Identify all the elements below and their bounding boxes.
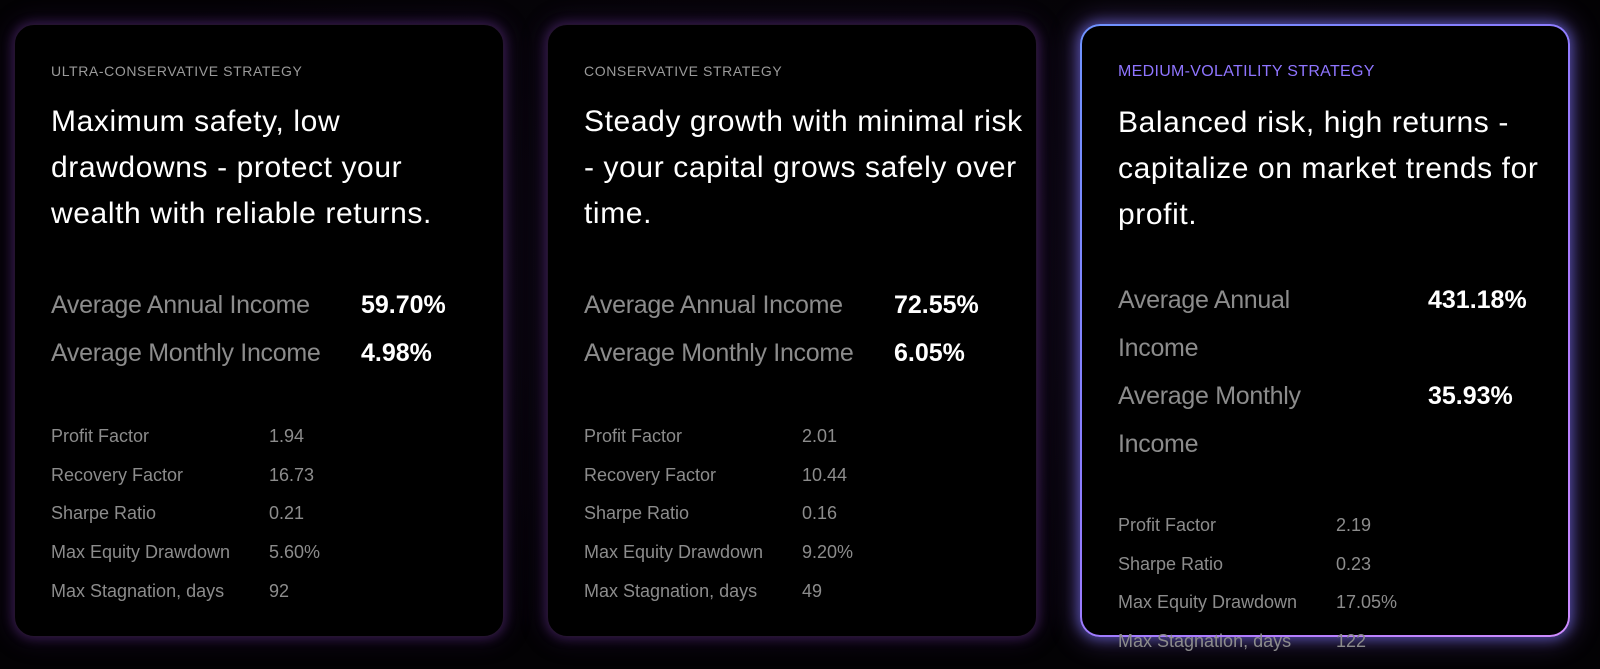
- metric-value: 92: [269, 580, 290, 601]
- income-summary: Average Annual Income 59.70% Average Mon…: [51, 281, 471, 377]
- metric-label: Max Equity Drawdown: [51, 541, 231, 562]
- income-value: 59.70%: [361, 291, 446, 319]
- metric-value: 2.01: [802, 425, 838, 446]
- income-value: 431.18%: [1428, 286, 1527, 314]
- income-row-monthly: Average Monthly Income 6.05%: [584, 329, 1004, 377]
- metric-value: 5.60%: [269, 541, 321, 562]
- metric-value: 2.19: [1336, 514, 1372, 535]
- card-description: Maximum safety, low drawdowns - protect …: [51, 105, 432, 230]
- metric-value: 16.73: [269, 464, 315, 485]
- metric-value: 49: [802, 580, 823, 601]
- metrics-list: Profit Factor 2.19 Sharpe Ratio 0.23 Max…: [1118, 506, 1568, 661]
- card-description: Steady growth with minimal risk - your c…: [584, 105, 1023, 230]
- metric-label: Sharpe Ratio: [1118, 553, 1224, 574]
- metric-label: Sharpe Ratio: [51, 503, 157, 524]
- income-summary: Average Annual Income 72.55% Average Mon…: [584, 281, 1004, 377]
- card-label: MEDIUM-VOLATILITY STRATEGY: [1118, 63, 1375, 80]
- income-label: Average Annual Income: [51, 291, 310, 319]
- income-value: 6.05%: [894, 339, 965, 367]
- metric-row: Profit Factor 2.19: [1118, 506, 1568, 545]
- metric-label: Max Stagnation, days: [51, 580, 225, 601]
- income-row-monthly: Average Monthly Income 4.98%: [51, 329, 471, 377]
- income-value: 35.93%: [1428, 382, 1513, 410]
- metric-label: Sharpe Ratio: [584, 503, 690, 524]
- income-row-monthly: Average Monthly Income 35.93%: [1118, 372, 1538, 468]
- strategy-card-conservative[interactable]: CONSERVATIVE STRATEGY Steady growth with…: [547, 24, 1037, 637]
- metric-value: 10.44: [802, 464, 848, 485]
- income-summary: Average Annual Income 431.18% Average Mo…: [1118, 276, 1538, 468]
- metric-row: Max Equity Drawdown 5.60%: [51, 533, 503, 572]
- metric-value: 1.94: [269, 425, 305, 446]
- card-label: CONSERVATIVE STRATEGY: [584, 63, 783, 79]
- metric-value: 9.20%: [802, 541, 854, 562]
- strategy-card-medium-volatility[interactable]: MEDIUM-VOLATILITY STRATEGY Balanced risk…: [1080, 24, 1570, 651]
- income-label: Average Annual Income: [1118, 286, 1290, 362]
- metric-value: 17.05%: [1336, 592, 1398, 613]
- metric-label: Recovery Factor: [584, 464, 717, 485]
- metric-value: 0.23: [1336, 553, 1372, 574]
- metric-row: Sharpe Ratio 0.21: [51, 494, 503, 533]
- strategy-card-ultra-conservative[interactable]: ULTRA-CONSERVATIVE STRATEGY Maximum safe…: [14, 24, 504, 637]
- metric-label: Max Equity Drawdown: [1118, 592, 1298, 613]
- income-label: Average Monthly Income: [1118, 382, 1301, 458]
- income-value: 72.55%: [894, 291, 979, 319]
- metric-label: Max Equity Drawdown: [584, 541, 764, 562]
- card-label: ULTRA-CONSERVATIVE STRATEGY: [51, 63, 303, 79]
- metric-row: Max Stagnation, days 92: [51, 572, 503, 611]
- metric-label: Max Stagnation, days: [1118, 630, 1292, 651]
- metric-row: Recovery Factor 10.44: [584, 456, 1036, 495]
- metric-row: Max Equity Drawdown 17.05%: [1118, 583, 1568, 622]
- metric-row: Sharpe Ratio 0.16: [584, 494, 1036, 533]
- metric-row: Profit Factor 1.94: [51, 417, 503, 456]
- metric-value: 0.16: [802, 503, 838, 524]
- income-row-annual: Average Annual Income 72.55%: [584, 281, 1004, 329]
- metric-row: Sharpe Ratio 0.23: [1118, 545, 1568, 584]
- income-label: Average Monthly Income: [584, 339, 854, 367]
- metric-row: Max Stagnation, days 49: [584, 572, 1036, 611]
- income-row-annual: Average Annual Income 59.70%: [51, 281, 471, 329]
- metrics-list: Profit Factor 1.94 Recovery Factor 16.73…: [51, 417, 503, 610]
- metric-row: Max Equity Drawdown 9.20%: [584, 533, 1036, 572]
- metric-row: Max Stagnation, days 122: [1118, 622, 1568, 661]
- metric-label: Profit Factor: [1118, 514, 1217, 535]
- income-value: 4.98%: [361, 339, 432, 367]
- metric-label: Recovery Factor: [51, 464, 184, 485]
- metric-value: 0.21: [269, 503, 305, 524]
- metric-label: Max Stagnation, days: [584, 580, 758, 601]
- metric-row: Recovery Factor 16.73: [51, 456, 503, 495]
- metrics-list: Profit Factor 2.01 Recovery Factor 10.44…: [584, 417, 1036, 610]
- metric-row: Profit Factor 2.01: [584, 417, 1036, 456]
- metric-label: Profit Factor: [51, 425, 150, 446]
- metric-value: 122: [1336, 630, 1367, 651]
- income-label: Average Annual Income: [584, 291, 843, 319]
- metric-label: Profit Factor: [584, 425, 683, 446]
- income-label: Average Monthly Income: [51, 339, 321, 367]
- income-row-annual: Average Annual Income 431.18%: [1118, 276, 1538, 372]
- card-description: Balanced risk, high returns - capitalize…: [1118, 106, 1539, 231]
